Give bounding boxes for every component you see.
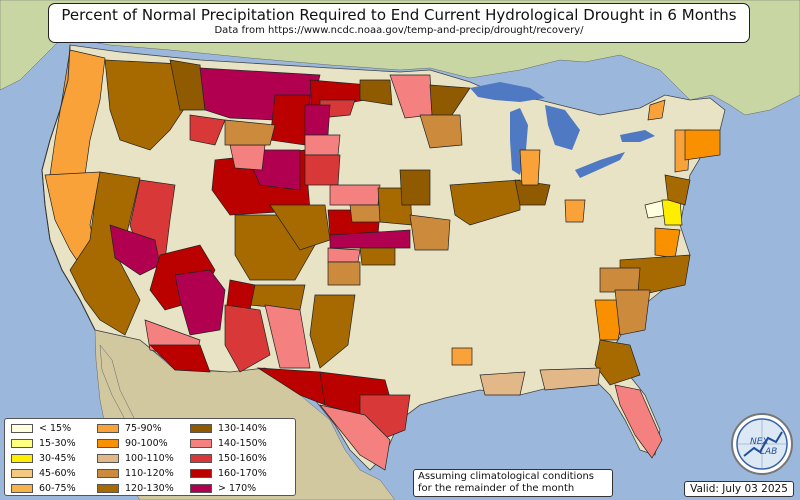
legend-swatch <box>97 469 119 478</box>
legend-swatch <box>97 439 119 448</box>
legend-swatch <box>190 439 212 448</box>
legend-item: 150-160% <box>190 453 267 465</box>
legend-swatch <box>97 424 119 433</box>
legend-label: 45-60% <box>39 468 76 479</box>
legend-label: 130-140% <box>218 423 267 434</box>
lake-huron <box>545 105 580 150</box>
legend-item: 45-60% <box>11 468 76 480</box>
legend-item: < 15% <box>11 423 71 435</box>
legend-label: 110-120% <box>125 468 174 479</box>
legend-item: 100-110% <box>97 453 174 465</box>
legend-label: < 15% <box>39 423 72 434</box>
lake-ontario <box>620 130 655 142</box>
valid-date: Valid: July 03 2025 <box>684 481 794 497</box>
legend-swatch <box>11 484 33 493</box>
legend-label: 120-130% <box>125 483 174 494</box>
legend-label: 160-170% <box>218 468 267 479</box>
legend-item: > 170% <box>190 483 256 495</box>
page-subtitle: Data from https://www.ncdc.noaa.gov/temp… <box>214 25 584 36</box>
title-box: Percent of Normal Precipitation Required… <box>48 3 750 43</box>
legend-swatch <box>190 424 212 433</box>
legend-item: 15-30% <box>11 438 76 450</box>
legend-label: > 170% <box>218 483 257 494</box>
assumption-note: Assuming climatological conditions for t… <box>413 469 613 497</box>
legend-label: 15-30% <box>39 438 76 449</box>
coastline <box>41 44 96 331</box>
legend-swatch <box>97 454 119 463</box>
legend-item: 110-120% <box>97 468 174 480</box>
nexlab-logo: NEX LAB <box>731 413 793 475</box>
page-title: Percent of Normal Precipitation Required… <box>61 6 737 24</box>
legend-swatch <box>11 469 33 478</box>
legend-item: 90-100% <box>97 438 168 450</box>
lake-superior <box>470 82 545 102</box>
legend-swatch <box>11 439 33 448</box>
legend-swatch <box>190 454 212 463</box>
assumption-note-line2: for the remainder of the month <box>418 483 575 494</box>
lake-erie <box>575 152 625 178</box>
legend-swatch <box>190 469 212 478</box>
legend-item: 30-45% <box>11 453 76 465</box>
legend-item: 160-170% <box>190 468 267 480</box>
legend-label: 30-45% <box>39 453 76 464</box>
legend-label: 75-90% <box>125 423 162 434</box>
legend-label: 90-100% <box>125 438 168 449</box>
legend-item: 140-150% <box>190 438 267 450</box>
legend-label: 60-75% <box>39 483 76 494</box>
legend-label: 150-160% <box>218 453 267 464</box>
legend-item: 75-90% <box>97 423 162 435</box>
legend-item: 130-140% <box>190 423 267 435</box>
logo-text-top: NEX <box>750 437 769 447</box>
legend-swatch <box>190 484 212 493</box>
legend: < 15% 15-30% 30-45% 45-60% 60-75% 75-90% 90-10… <box>4 418 296 496</box>
legend-swatch <box>11 454 33 463</box>
legend-item: 120-130% <box>97 483 174 495</box>
legend-label: 140-150% <box>218 438 267 449</box>
legend-swatch <box>97 484 119 493</box>
legend-item: 60-75% <box>11 483 76 495</box>
assumption-note-line1: Assuming climatological conditions <box>418 471 594 482</box>
drought-regions <box>44 49 721 471</box>
logo-text-bottom: LAB <box>760 447 777 457</box>
legend-swatch <box>11 424 33 433</box>
legend-label: 100-110% <box>125 453 174 464</box>
